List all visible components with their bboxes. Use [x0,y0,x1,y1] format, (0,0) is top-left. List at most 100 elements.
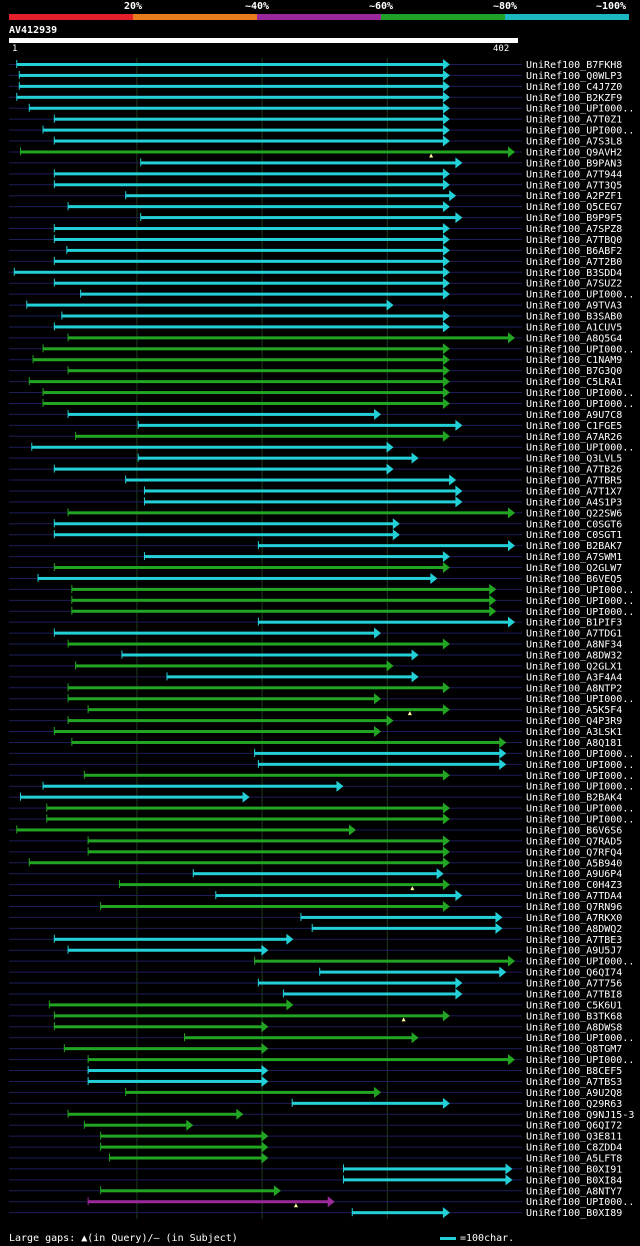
legend-label-4: ~80% [492,1,518,12]
hit-arrow-head [442,321,450,333]
hit-label: UniRef100_Q29R63 [526,1099,622,1110]
hit-label: UniRef100_Q3LVL5 [526,454,622,465]
hit-bar [68,719,388,723]
hit-label: UniRef100_Q7RFQ4 [526,847,622,858]
hit-label: UniRef100_Q6QI72 [526,1121,622,1132]
hit-label: UniRef100_A5K5F4 [526,705,622,716]
hit-arrow-head [411,452,419,464]
hit-bar [54,172,444,176]
hit-arrow-head [374,1086,382,1098]
hit-bar [68,948,263,952]
hit-arrow-head [242,791,250,803]
hit-arrow-head [442,365,450,377]
hit-bar [68,511,510,515]
hit-label: UniRef100_C1FGE5 [526,421,622,432]
hit-label: UniRef100_Q2GLX1 [526,661,622,672]
hit-bar [46,806,444,810]
hit-bar [54,730,376,734]
hit-arrow-head [508,955,515,967]
hit-label: UniRef100_B2BAK4 [526,793,622,804]
hit-bar [54,1014,444,1018]
hit-bar [49,1003,288,1007]
query-gap-marker [407,711,412,716]
hit-label: UniRef100_A7TBR5 [526,476,622,487]
hit-bar [283,992,457,996]
hit-label: UniRef100_B9PAN3 [526,158,622,169]
hit-arrow-head [436,868,444,880]
hit-label: UniRef100_UPI000.. [526,749,634,760]
hit-arrow-head [386,463,394,475]
hit-arrow-head [186,1119,194,1131]
hit-bar [343,1167,507,1171]
hit-bar [20,795,244,799]
hit-label: UniRef100_B6VEQ5 [526,574,622,585]
hit-label: UniRef100_A7AR26 [526,432,622,443]
hit-bar [100,1134,263,1138]
hit-label: UniRef100_A3LSK1 [526,727,622,738]
hit-label: UniRef100_B0XI89 [526,1208,622,1219]
identity-legend: 20% ~40% ~60% ~80% ~100% [0,0,640,22]
legend-label-1: 20% [123,1,143,12]
hit-label: UniRef100_B3TK68 [526,1011,622,1022]
hit-label: UniRef100_A7T0Z1 [526,115,622,126]
hit-arrow-head [442,1097,450,1109]
hit-label: UniRef100_A7T3Q5 [526,180,622,191]
hit-label: UniRef100_B2BAK7 [526,541,622,552]
hit-label: UniRef100_C0SGT1 [526,530,622,541]
hit-arrow-head [442,91,450,103]
hit-bar [84,773,444,777]
hit-arrow-head [261,1141,269,1153]
hit-arrow-head [508,1054,515,1066]
hit-bar [54,117,444,121]
hit-label: UniRef100_A9U7C8 [526,410,622,421]
hit-bar [88,1200,329,1204]
hit-arrow-head [286,999,294,1011]
hit-label: UniRef100_A7RKX0 [526,913,622,924]
hit-arrow-head [442,201,450,213]
hit-arrow-head [442,1207,450,1219]
hit-arrow-head [449,190,457,202]
hit-bar [88,850,444,854]
hit-bar [109,1156,263,1160]
hit-label: UniRef100_B7G3Q0 [526,366,622,377]
hit-label: UniRef100_Q5CEG7 [526,202,622,213]
hit-label: UniRef100_UPI000.. [526,585,634,596]
hit-bar [258,544,509,548]
hit-label: UniRef100_A7S3L8 [526,137,622,148]
hit-bar [43,347,444,351]
hit-bar [100,1145,263,1149]
hit-bar [80,292,444,296]
hit-label: UniRef100_A8Q181 [526,738,622,749]
hit-label: UniRef100_A7TBQ0 [526,235,622,246]
hit-bar [258,620,509,624]
hit-label: UniRef100_A3F4A4 [526,672,622,683]
hit-label: UniRef100_A8NF34 [526,640,622,651]
hit-bar [88,1058,510,1062]
hit-bar [138,423,457,427]
hit-label: UniRef100_C8ZDD4 [526,1143,622,1154]
hit-arrow-head [261,1021,269,1033]
hit-label: UniRef100_Q2GLW7 [526,563,622,574]
hit-bar [71,598,491,602]
hit-label: UniRef100_Q9NJ15-3 [526,1110,634,1121]
hit-bar [54,281,444,285]
hit-arrow-head [442,244,450,256]
query-start-label: 1 [12,44,18,54]
hit-arrow-head [442,343,450,355]
hit-bar [43,784,338,788]
hit-label: UniRef100_B2KZF9 [526,93,622,104]
hit-label: UniRef100_UPI000.. [526,344,634,355]
hit-bar [125,478,451,482]
hit-arrow-head [442,638,450,650]
hit-bar [54,227,444,231]
hit-bar [33,358,444,362]
hit-bar [54,139,444,143]
hit-bar [54,522,394,526]
footer-gaps-note: Large gaps: ▲(in Query)/— (in Subject) [9,1233,238,1244]
query-bar [9,38,518,43]
hit-arrow-head [442,233,450,245]
legend-bar-5 [505,14,629,20]
hit-label: UniRef100_Q9AVH2 [526,147,622,158]
hit-label: UniRef100_B7FKH8 [526,60,622,71]
